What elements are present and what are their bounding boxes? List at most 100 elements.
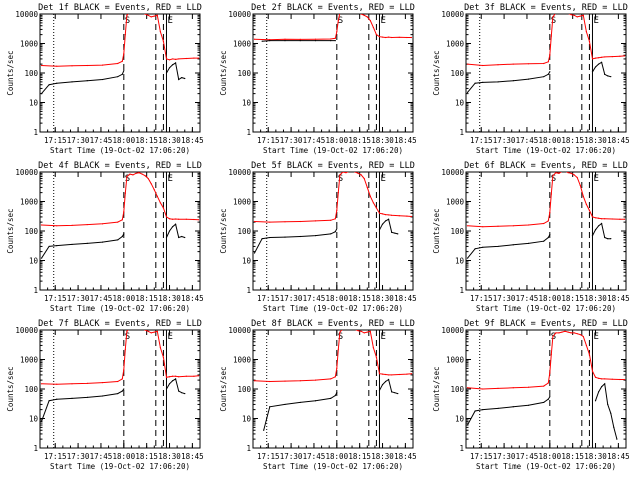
x-tick-label: 17:45 [303, 452, 326, 461]
lld-point [512, 225, 514, 227]
lld-point [150, 183, 152, 185]
lld-point [171, 58, 174, 60]
x-axis-label: Start Time (19-Oct-02 17:06:20) [50, 304, 190, 313]
lld-point [611, 55, 613, 58]
lld-point [314, 220, 317, 222]
events-point [543, 401, 545, 404]
x-tick-label: 18:45 [394, 294, 417, 303]
events-point [40, 93, 43, 95]
events-point [121, 390, 123, 392]
lld-point [124, 348, 126, 350]
marker-e-label: E [167, 16, 172, 26]
events-point [184, 236, 186, 239]
marker-e-label: E [380, 16, 385, 26]
y-axis-label: Counts/sec [6, 50, 15, 95]
events-point [261, 238, 263, 240]
events-point [123, 233, 125, 235]
y-tick-label: 100 [24, 69, 38, 78]
events-point [117, 239, 119, 241]
lld-point [375, 356, 378, 358]
events-point [527, 242, 530, 244]
lld-point [567, 172, 569, 174]
lld-point [601, 378, 603, 380]
lld-point [466, 387, 469, 389]
y-tick-label: 100 [237, 385, 251, 394]
events-point [482, 81, 484, 84]
lld-point [162, 40, 165, 42]
y-tick-label: 1000 [446, 198, 465, 207]
series-group [253, 172, 413, 254]
lld-point [253, 220, 256, 223]
events-point [48, 84, 50, 86]
lld-point [369, 195, 371, 197]
x-tick-label: 18:00 [113, 452, 136, 461]
y-tick-label: 10000 [15, 168, 38, 177]
lld-point [576, 16, 578, 18]
x-tick-label: 18:15 [348, 452, 371, 461]
events-point [547, 73, 549, 75]
events-point [549, 234, 551, 236]
lld-point [334, 37, 336, 39]
lld-point [482, 388, 484, 390]
x-tick-label: 18:30 [158, 136, 181, 145]
lld-point [123, 53, 125, 55]
events-point [388, 218, 390, 220]
events-point [121, 73, 123, 75]
series-lld-red [467, 330, 625, 390]
y-tick-label: 1000 [446, 356, 465, 365]
events-point [117, 392, 119, 395]
lld-point [410, 373, 413, 375]
lld-point [375, 34, 378, 36]
lld-point [337, 19, 339, 22]
plot-frame [465, 13, 627, 133]
lld-point [334, 376, 336, 378]
lld-point [132, 174, 134, 176]
marker-s-label: S [551, 332, 556, 342]
lld-point [388, 374, 390, 376]
lld-point [391, 214, 393, 216]
events-point [71, 81, 73, 83]
events-point [48, 245, 50, 248]
series-events-black-late [592, 61, 611, 78]
y-tick-label: 1000 [20, 356, 39, 365]
events-point [284, 403, 286, 406]
events-point [284, 40, 286, 42]
y-tick-label: 10 [242, 257, 252, 266]
lld-point [601, 218, 603, 220]
lld-point [117, 221, 119, 223]
lld-point [175, 58, 177, 60]
x-tick-label: 17:45 [90, 136, 113, 145]
y-axis-label: Counts/sec [432, 366, 441, 411]
lld-point [372, 202, 374, 204]
y-tick-label: 100 [237, 227, 251, 236]
lld-point [388, 36, 390, 38]
lld-point [366, 16, 368, 18]
lld-point [56, 65, 58, 67]
lld-point [570, 14, 572, 16]
events-point [330, 40, 332, 42]
y-tick-label: 1 [33, 444, 38, 453]
x-tick-label: 18:15 [561, 294, 584, 303]
lld-point [558, 172, 560, 174]
events-point [330, 397, 332, 400]
events-point [607, 238, 609, 240]
x-tick-label: 18:00 [113, 294, 136, 303]
lld-point [269, 39, 271, 41]
events-point [261, 40, 263, 42]
events-point [184, 77, 186, 80]
x-tick-label: 18:45 [394, 136, 417, 145]
x-tick-label: 18:15 [348, 294, 371, 303]
y-axis-label: Counts/sec [219, 208, 228, 253]
series-group [40, 330, 200, 422]
events-point [601, 222, 603, 225]
events-point [71, 243, 73, 246]
x-tick-label: 18:15 [561, 452, 584, 461]
events-point [594, 229, 597, 231]
lld-point [512, 63, 514, 65]
x-tick-label: 17:30 [493, 136, 516, 145]
y-tick-label: 10000 [228, 326, 251, 335]
lld-point [150, 16, 152, 18]
lld-point [482, 226, 484, 228]
events-point [330, 233, 332, 235]
y-tick-label: 1 [459, 286, 464, 295]
